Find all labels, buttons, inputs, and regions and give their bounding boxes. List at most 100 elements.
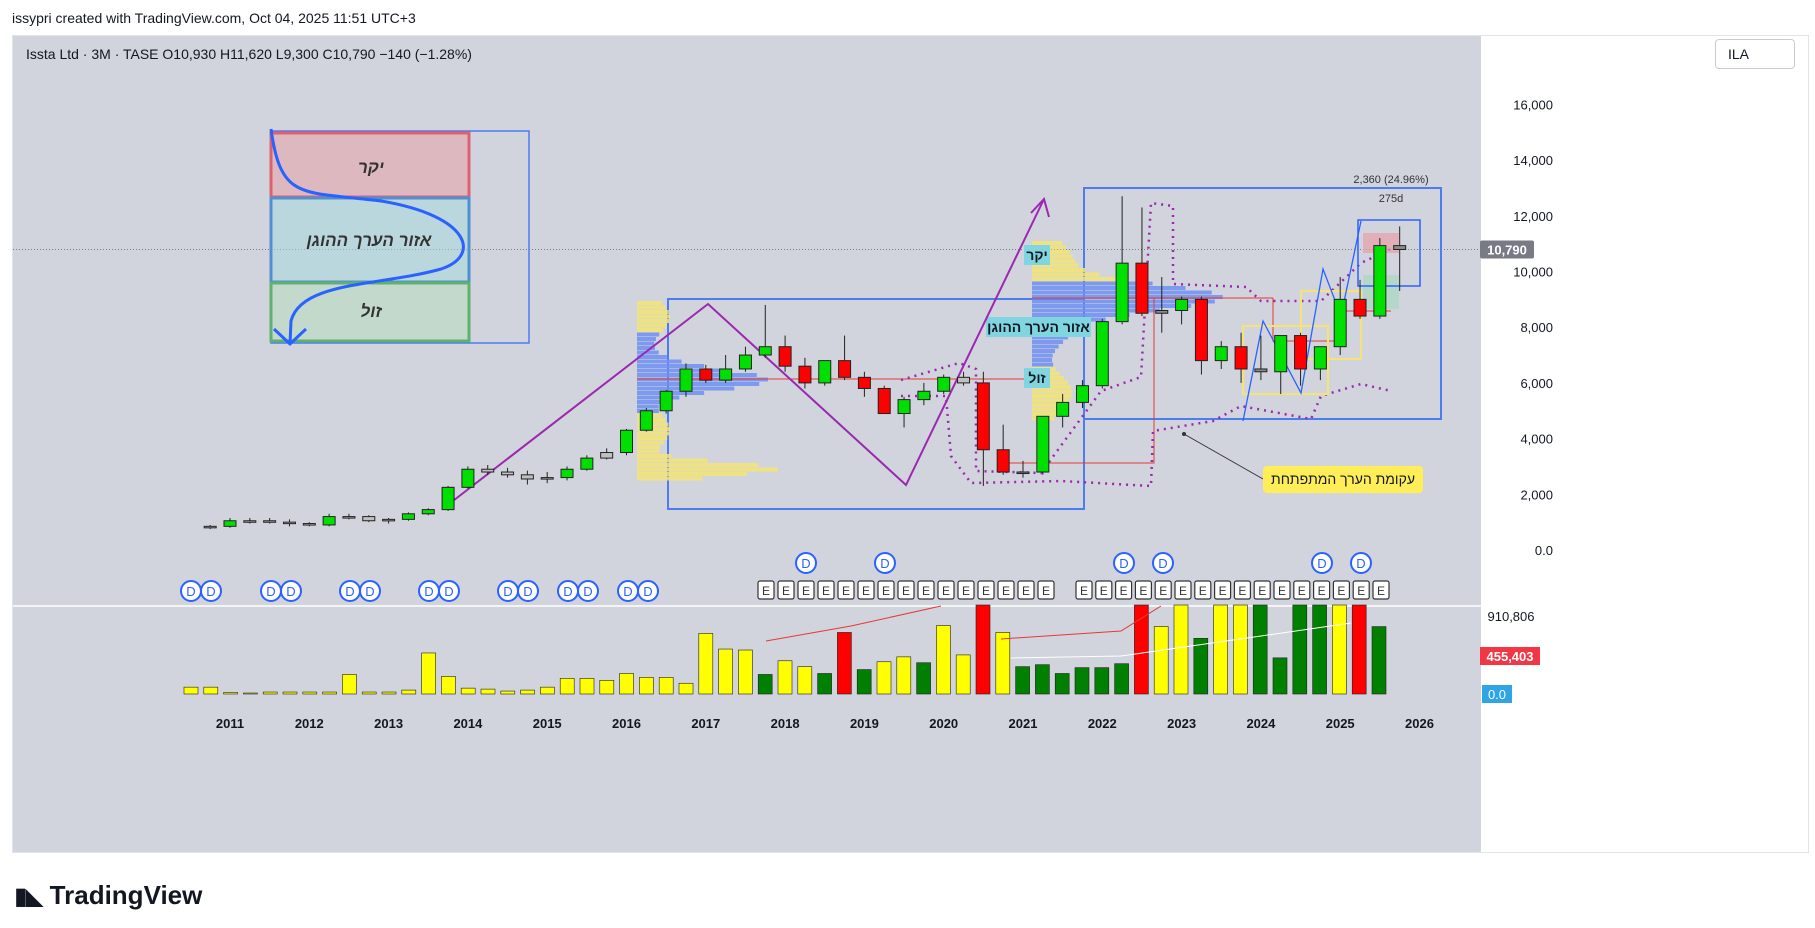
- candle-body[interactable]: [282, 521, 296, 525]
- volume-bar[interactable]: [817, 673, 832, 695]
- volume-bar[interactable]: [1054, 673, 1070, 695]
- earnings-marker-icon[interactable]: [957, 580, 975, 600]
- candle-body[interactable]: [322, 516, 336, 526]
- volume-bar[interactable]: [282, 691, 298, 695]
- earnings-marker-icon[interactable]: [1352, 580, 1370, 600]
- volume-bar[interactable]: [639, 677, 654, 695]
- candle-body[interactable]: [857, 376, 871, 389]
- volume-bar[interactable]: [262, 691, 278, 695]
- candle-body[interactable]: [778, 346, 792, 367]
- candle-body[interactable]: [996, 449, 1010, 473]
- volume-bar[interactable]: [480, 688, 496, 695]
- earnings-marker-icon[interactable]: [1312, 580, 1331, 600]
- candle-body[interactable]: [560, 468, 574, 479]
- volume-bar[interactable]: [361, 691, 377, 695]
- earnings-marker-icon[interactable]: [817, 580, 835, 600]
- price-axis[interactable]: [1481, 36, 1808, 852]
- volume-bar[interactable]: [1153, 626, 1169, 695]
- candle-body[interactable]: [937, 376, 951, 392]
- dividend-marker-icon[interactable]: [1350, 552, 1372, 574]
- time-axis[interactable]: [13, 708, 1481, 852]
- volume-bar[interactable]: [975, 604, 991, 695]
- candle-body[interactable]: [441, 486, 455, 511]
- volume-bar[interactable]: [757, 674, 773, 695]
- dividend-marker-icon[interactable]: [280, 580, 302, 602]
- candle-body[interactable]: [1194, 298, 1208, 362]
- dividend-marker-icon[interactable]: [1113, 552, 1135, 574]
- earnings-marker-icon[interactable]: [897, 580, 915, 600]
- earnings-marker-icon[interactable]: [757, 580, 775, 600]
- earnings-marker-icon[interactable]: [917, 580, 935, 600]
- volume-bar[interactable]: [678, 682, 694, 695]
- volume-bar[interactable]: [856, 669, 872, 695]
- volume-bar[interactable]: [1371, 626, 1387, 695]
- volume-bar[interactable]: [441, 676, 456, 695]
- volume-bar[interactable]: [797, 666, 813, 695]
- volume-bar[interactable]: [1351, 604, 1367, 695]
- volume-bar[interactable]: [183, 686, 199, 695]
- candle-body[interactable]: [362, 516, 376, 522]
- candle-body[interactable]: [501, 471, 515, 476]
- candle-body[interactable]: [1016, 471, 1030, 475]
- earnings-marker-icon[interactable]: [937, 580, 955, 600]
- volume-bar[interactable]: [1332, 604, 1347, 695]
- candle-body[interactable]: [520, 474, 534, 480]
- dividend-marker-icon[interactable]: [1152, 552, 1174, 574]
- candle-body[interactable]: [1373, 245, 1387, 317]
- earnings-marker-icon[interactable]: [1174, 580, 1192, 600]
- candle-body[interactable]: [877, 387, 891, 415]
- dividend-marker-icon[interactable]: [517, 580, 539, 602]
- candle-body[interactable]: [1135, 262, 1149, 314]
- candle-body[interactable]: [461, 468, 475, 488]
- volume-bar[interactable]: [243, 692, 258, 695]
- earnings-marker-icon[interactable]: [1154, 580, 1172, 600]
- chart-canvas[interactable]: 0.0 2,000 4,000 6,000 8,000 10,000 12,000 14,00…: [13, 36, 1808, 852]
- candle-body[interactable]: [1175, 298, 1189, 311]
- dividend-marker-icon[interactable]: [1311, 552, 1333, 574]
- candle-body[interactable]: [401, 513, 415, 520]
- volume-bar[interactable]: [1114, 663, 1129, 695]
- candle-body[interactable]: [382, 518, 396, 522]
- volume-bar[interactable]: [342, 674, 357, 695]
- dividend-marker-icon[interactable]: [359, 580, 381, 602]
- volume-bar[interactable]: [559, 678, 575, 695]
- candle-body[interactable]: [540, 477, 554, 480]
- earnings-marker-icon[interactable]: [1253, 580, 1271, 600]
- earnings-marker-icon[interactable]: [1114, 580, 1133, 600]
- candle-body[interactable]: [342, 516, 356, 519]
- volume-bar[interactable]: [579, 678, 595, 695]
- candle-body[interactable]: [659, 390, 673, 412]
- candle-body[interactable]: [1313, 346, 1327, 370]
- volume-bar[interactable]: [1252, 604, 1268, 695]
- volume-bar[interactable]: [1134, 604, 1149, 695]
- volume-bar[interactable]: [540, 686, 555, 695]
- candle-body[interactable]: [421, 509, 435, 515]
- candle-body[interactable]: [798, 365, 812, 384]
- volume-bar[interactable]: [203, 686, 219, 695]
- earnings-marker-icon[interactable]: [1213, 580, 1232, 600]
- volume-bar[interactable]: [381, 691, 397, 695]
- candle-body[interactable]: [580, 457, 594, 470]
- earnings-marker-icon[interactable]: [997, 580, 1015, 600]
- candle-body[interactable]: [1234, 346, 1248, 370]
- earnings-marker-icon[interactable]: [1293, 580, 1311, 600]
- candle-body[interactable]: [699, 368, 713, 381]
- dividend-marker-icon[interactable]: [438, 580, 460, 602]
- volume-bar[interactable]: [896, 656, 912, 695]
- volume-bar[interactable]: [658, 677, 674, 695]
- volume-bar[interactable]: [1233, 604, 1248, 695]
- volume-bar[interactable]: [876, 661, 892, 695]
- candle-body[interactable]: [1254, 368, 1268, 373]
- candle-body[interactable]: [302, 523, 316, 526]
- volume-bar[interactable]: [322, 691, 337, 695]
- candle-body[interactable]: [957, 376, 971, 384]
- candle-body[interactable]: [838, 360, 852, 378]
- volume-bar[interactable]: [1173, 604, 1189, 695]
- volume-bar[interactable]: [777, 660, 793, 695]
- volume-bar[interactable]: [955, 654, 971, 695]
- dividend-marker-icon[interactable]: [795, 552, 817, 574]
- volume-bar[interactable]: [936, 625, 951, 695]
- volume-bar[interactable]: [1213, 604, 1228, 695]
- earnings-marker-icon[interactable]: [1372, 580, 1390, 600]
- volume-bar[interactable]: [460, 687, 476, 695]
